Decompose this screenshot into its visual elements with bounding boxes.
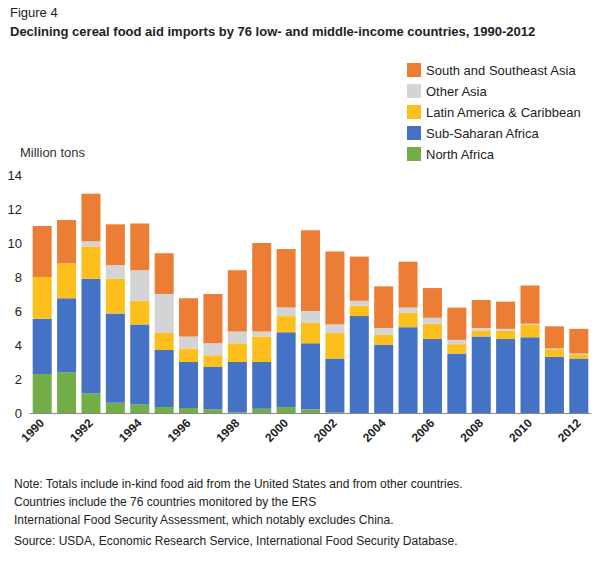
svg-text:2010: 2010 (506, 416, 535, 445)
svg-text:2006: 2006 (409, 416, 438, 445)
svg-text:International Food Security As: International Food Security Assessment, … (14, 513, 394, 527)
svg-text:1998: 1998 (214, 416, 243, 445)
svg-text:1996: 1996 (165, 416, 194, 445)
svg-text:Million tons: Million tons (20, 145, 86, 160)
svg-text:Figure 4: Figure 4 (10, 5, 58, 20)
svg-text:Countries include the 76 count: Countries include the 76 countries monit… (14, 495, 316, 509)
svg-text:2000: 2000 (262, 416, 291, 445)
svg-text:Declining cereal food aid impo: Declining cereal food aid imports by 76 … (10, 24, 535, 39)
svg-text:South and Southeast Asia: South and Southeast Asia (426, 63, 576, 78)
svg-text:14: 14 (8, 168, 22, 183)
svg-text:1992: 1992 (67, 416, 96, 445)
svg-text:Source: USDA, Economic Researc: Source: USDA, Economic Research Service,… (14, 534, 458, 548)
svg-text:2012: 2012 (555, 416, 584, 445)
svg-text:0: 0 (15, 406, 22, 421)
svg-text:6: 6 (15, 304, 22, 319)
svg-text:4: 4 (15, 338, 22, 353)
svg-text:Sub-Saharan Africa: Sub-Saharan Africa (426, 126, 540, 141)
svg-text:2004: 2004 (360, 416, 389, 445)
svg-text:10: 10 (8, 236, 22, 251)
svg-text:2008: 2008 (457, 416, 486, 445)
svg-text:North Africa: North Africa (426, 147, 495, 162)
svg-text:1990: 1990 (18, 416, 47, 445)
svg-text:Latin America & Caribbean: Latin America & Caribbean (426, 105, 581, 120)
svg-text:8: 8 (15, 270, 22, 285)
svg-text:2: 2 (15, 372, 22, 387)
svg-text:1994: 1994 (116, 416, 145, 445)
svg-text:12: 12 (8, 202, 22, 217)
svg-text:Note: Totals include in-kind f: Note: Totals include in-kind food aid fr… (14, 477, 463, 491)
svg-text:2002: 2002 (311, 416, 340, 445)
svg-text:Other Asia: Other Asia (426, 84, 487, 99)
